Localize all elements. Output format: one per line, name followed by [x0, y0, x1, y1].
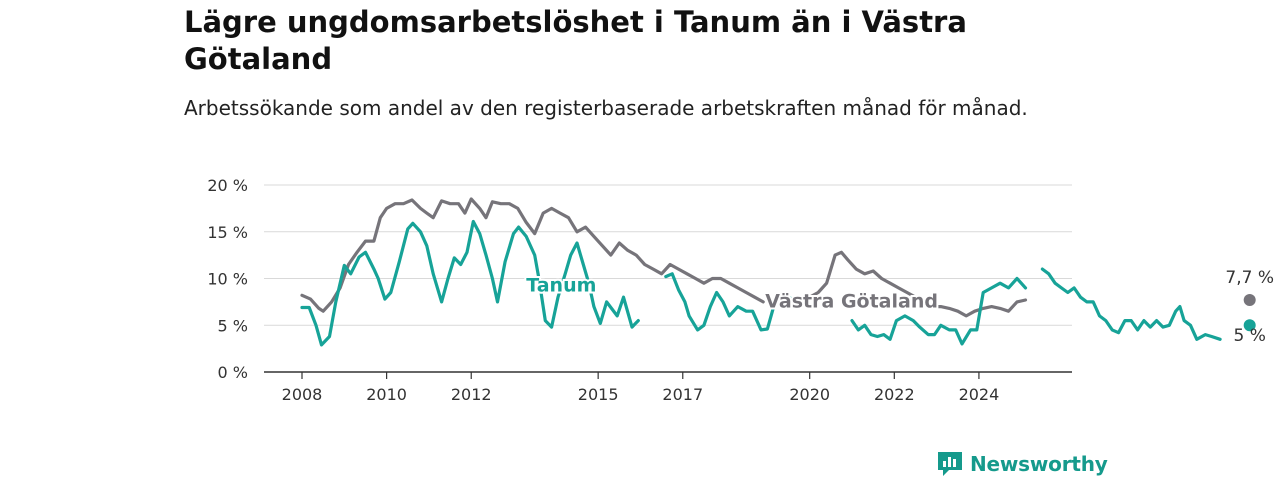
series-label: Tanum	[526, 275, 596, 297]
x-tick-label: 2015	[578, 385, 619, 404]
x-tick-label: 2008	[282, 385, 323, 404]
x-tick-label: 2017	[662, 385, 703, 404]
tanum-line	[664, 272, 799, 332]
newsworthy-brand: Newsworthy	[937, 450, 1108, 478]
x-tick-label: 2010	[366, 385, 407, 404]
chart-title: Lägre ungdomsarbetslöshet i Tanum än i V…	[184, 5, 967, 76]
y-tick-label: 15 %	[207, 223, 248, 242]
chart-subtitle: Arbetssökande som andel av den registerb…	[184, 96, 1028, 120]
vastra-gotaland-line	[799, 250, 1028, 318]
x-axis-tick-labels: 2008 2010 2012 2015 2017 2020 2022 2024	[282, 372, 1000, 404]
vastra-gotaland-end-point	[1243, 294, 1256, 307]
vastra-gotaland-line	[300, 197, 765, 313]
y-tick-label: 20 %	[207, 176, 248, 195]
brand-name: Newsworthy	[970, 452, 1108, 476]
line-chart: 0 %5 %10 %15 %20 % 2008 2010 2012 2015 2017 2…	[207, 176, 1274, 404]
x-tick-label: 2022	[874, 385, 915, 404]
tanum-end-point	[1243, 319, 1256, 332]
x-tick-label: 2020	[789, 385, 830, 404]
newsworthy-chart-logo-icon	[938, 452, 962, 476]
tanum-line	[300, 219, 640, 347]
series-label: Västra Götaland	[765, 290, 938, 312]
x-tick-label: 2012	[451, 385, 492, 404]
tanum-line	[850, 276, 1028, 346]
y-tick-label: 0 %	[218, 363, 248, 382]
y-tick-label: 5 %	[218, 316, 248, 335]
series-lines	[300, 197, 1256, 347]
x-tick-label: 2024	[959, 385, 1000, 404]
end-value-label: 5 %	[1234, 326, 1266, 346]
y-axis-tick-labels: 0 % 5 % 10 % 15 % 20 %	[207, 176, 248, 382]
gridlines	[264, 184, 1072, 373]
series-annotations: Tanum Västra Götaland 7,7 % 5 %	[524, 268, 1274, 346]
end-value-label: 7,7 %	[1225, 268, 1274, 288]
tanum-line	[1040, 267, 1222, 341]
y-tick-label: 10 %	[207, 270, 248, 289]
